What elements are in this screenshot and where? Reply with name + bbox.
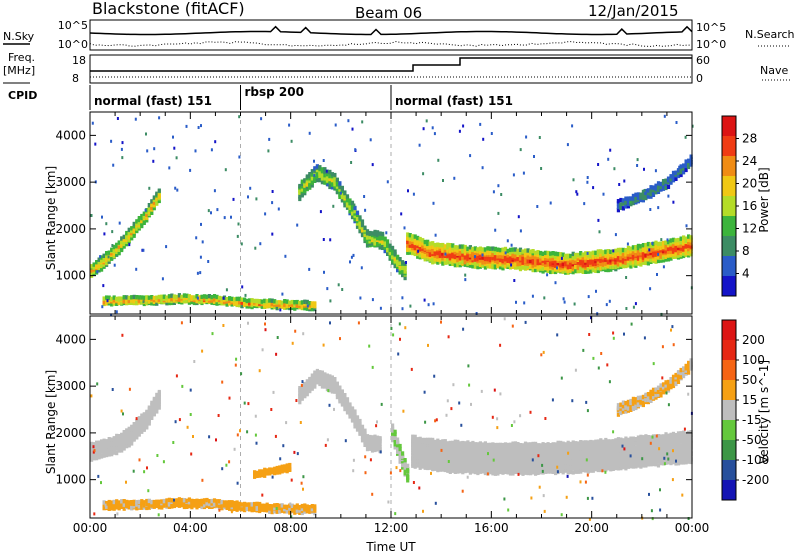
scatter-points [90,114,694,317]
x-tick-label: 04:00 [173,521,208,535]
echo-band-1 [102,497,317,516]
colorbar-tick-label: 16 [742,199,757,213]
colorbar-segment [722,320,736,341]
colorbar-segment [722,176,736,197]
colorbar-tick-label: 8 [742,244,750,258]
colorbar-tick-label: 50 [742,373,757,387]
colorbar-segment [722,480,736,501]
x-tick-label: 20:00 [574,521,609,535]
echo-band-5 [411,430,693,476]
freq-panel [89,54,693,84]
power-ylabel: Slant Range [km] [44,166,58,270]
nave-tick-top: 60 [696,54,710,67]
colorbar-tick-label: 100 [742,353,765,367]
colorbar-tick-label: 24 [742,154,757,168]
cpid-segment-2: normal (fast) 151 [395,94,513,108]
nave-label: Nave [760,64,788,77]
colorbar-segment [722,360,736,381]
time-xlabel: Time UT [365,540,416,554]
cpid-label: CPID [8,89,37,102]
date-label: 12/Jan/2015 [588,2,679,20]
nave-series-line [90,57,692,72]
colorbar-segment [722,276,736,297]
noise-tick-right-top: 10^5 [696,21,726,34]
echo-band-3 [298,368,382,454]
x-tick-label: 08:00 [273,521,308,535]
colorbar-segment [722,420,736,441]
y-tick-label: 3000 [55,379,86,393]
freq-unit-label: [MHz] [3,64,35,77]
echo-band-2 [253,462,292,479]
colorbar-segment [722,236,736,257]
nsearch-label: N.Search [745,28,795,41]
colorbar-tick-label: 15 [742,393,757,407]
freq-tick-top: 18 [72,54,86,67]
beam-label: Beam 06 [355,4,422,22]
nsearch-series-line [89,40,693,47]
echo-band-6 [616,358,693,417]
echo-band-4 [616,154,693,213]
noise-tick-left-top: 10^5 [58,19,88,32]
y-tick-label: 4000 [55,128,86,142]
colorbar-segment [722,440,736,461]
nave-tick-bottom: 0 [696,72,703,85]
freq-label: Freq. [8,51,35,64]
y-tick-label: 2000 [55,222,86,236]
cpid-segments: normal (fast) 151 rbsp 200 normal (fast) 1… [89,85,513,110]
y-tick-label: 1000 [55,269,86,283]
power-colorbar-label: Power [dB] [757,167,771,232]
cpid-segment-1: rbsp 200 [245,85,304,99]
y-tick-label: 1000 [55,473,86,487]
colorbar-segment [722,216,736,237]
colorbar-tick-label: 28 [742,132,757,146]
colorbar-segment [722,156,736,177]
y-tick-label: 4000 [55,332,86,346]
noise-tick-right-bottom: 10^0 [696,38,726,51]
colorbar-segment [722,256,736,277]
plot-title: Blackstone (fitACF) [92,0,245,18]
colorbar-tick-label: 20 [742,177,757,191]
echo-band-0 [90,188,161,278]
x-tick-label: 12:00 [374,521,409,535]
x-tick-label: 00:00 [73,521,108,535]
noise-tick-left-bottom: 10^0 [58,38,88,51]
colorbar-segment [722,116,736,137]
colorbar-tick-label: 200 [742,333,765,347]
colorbar-segment [722,196,736,217]
power-panel: 1000 2000 3000 4000 4 8 12 16 20 24 28 [55,111,757,317]
colorbar-segment [722,460,736,481]
cpid-segment-0: normal (fast) 151 [94,94,212,108]
noise-panel [89,19,693,51]
velocity-colorbar-label: Velocity [m s^-1] [757,360,771,464]
nsky-series-line [89,25,693,36]
colorbar-tick-label: -15 [742,413,762,427]
nsky-label: N.Sky [3,30,35,43]
colorbar-tick-label: 4 [742,267,750,281]
colorbar-tick-label: -100 [742,453,769,467]
echo-band-1 [102,293,317,312]
echo-band-2 [298,164,407,281]
colorbar-segment [722,136,736,157]
y-tick-label: 3000 [55,175,86,189]
x-tick-label: 16:00 [474,521,509,535]
colorbar-segment [722,340,736,361]
echo-band-4 [391,423,410,483]
colorbar-tick-label: -200 [742,473,769,487]
colorbar-segment [722,400,736,421]
colorbar-frame [721,319,737,501]
velocity-panel: 1000 2000 3000 4000 00:00 04:00 08:00 12:00 16:0… [55,315,769,535]
freq-tick-bottom: 8 [72,72,79,85]
colorbar-tick-label: 12 [742,222,757,236]
y-tick-label: 2000 [55,426,86,440]
colorbar-segment [722,380,736,401]
colorbar-tick-label: -50 [742,433,762,447]
velocity-ylabel: Slant Range [km] [44,370,58,474]
echo-band-0 [90,389,161,462]
echo-band-3 [406,232,693,275]
x-tick-label: 00:00 [675,521,710,535]
